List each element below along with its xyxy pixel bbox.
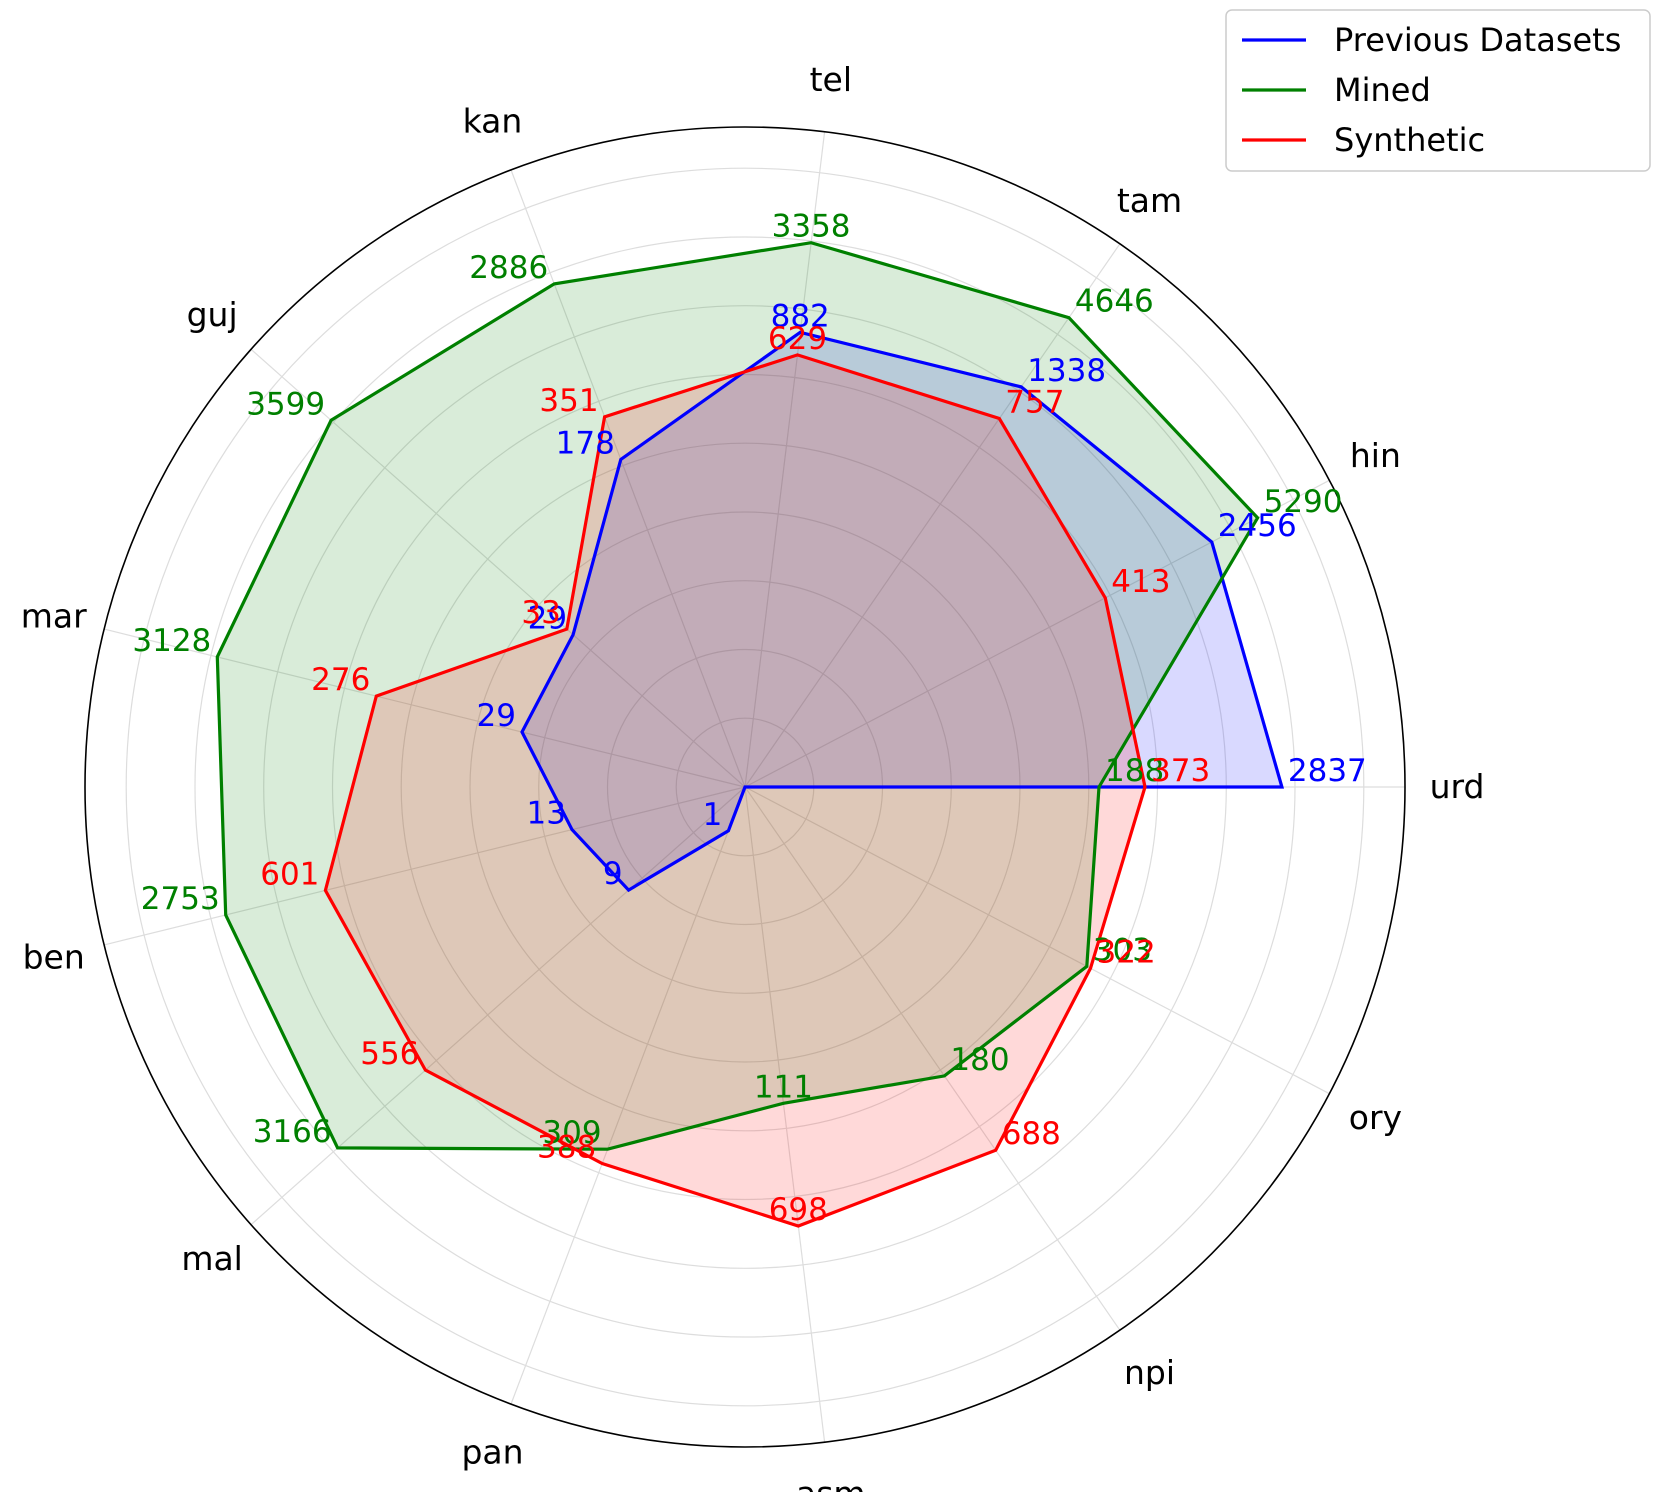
category-label-mal: mal bbox=[181, 1239, 243, 1278]
category-label-asm: asm bbox=[796, 1474, 866, 1492]
value-label: 373 bbox=[1151, 753, 1210, 789]
value-label: 688 bbox=[1002, 1116, 1061, 1152]
category-label-tel: tel bbox=[810, 60, 852, 99]
value-label: 9 bbox=[603, 856, 623, 892]
value-label: 757 bbox=[1005, 385, 1064, 421]
series-lines bbox=[215, 241, 1285, 1228]
value-label: 556 bbox=[360, 1036, 419, 1072]
grid-spoke bbox=[104, 628, 746, 788]
value-label: 351 bbox=[539, 383, 598, 419]
outer-circle bbox=[84, 126, 1406, 1448]
category-label-guj: guj bbox=[187, 295, 238, 334]
grid-spoke bbox=[744, 786, 1121, 1331]
series-fills bbox=[217, 242, 1282, 1226]
value-label: 698 bbox=[769, 1192, 828, 1228]
value-label: 1 bbox=[703, 797, 723, 833]
grid-spoke bbox=[104, 786, 746, 946]
value-label: 413 bbox=[1111, 564, 1170, 600]
value-label: 188 bbox=[1105, 753, 1164, 789]
value-label: 388 bbox=[537, 1130, 596, 1166]
grid-spoke bbox=[250, 786, 746, 1226]
value-label: 4646 bbox=[1075, 284, 1154, 320]
value-label: 3599 bbox=[246, 386, 325, 422]
grid-spoke bbox=[510, 169, 746, 788]
value-label: 111 bbox=[754, 1069, 813, 1105]
value-label: 3128 bbox=[132, 623, 211, 659]
value-labels: 2837245613388821782929139118852904646335… bbox=[132, 209, 1366, 1228]
category-label-hin: hin bbox=[1350, 436, 1401, 475]
series-line-1 bbox=[215, 241, 1260, 1151]
value-label: 309 bbox=[542, 1115, 601, 1151]
value-label: 29 bbox=[477, 698, 516, 734]
category-label-ory: ory bbox=[1349, 1098, 1402, 1137]
value-label: 3166 bbox=[253, 1114, 332, 1150]
legend-label: Previous Datasets bbox=[1334, 21, 1621, 59]
value-label: 303 bbox=[1093, 932, 1152, 968]
value-label: 1338 bbox=[1027, 353, 1106, 389]
category-label-urd: urd bbox=[1430, 767, 1485, 806]
series-line-0 bbox=[520, 330, 1285, 893]
series-line-2 bbox=[323, 353, 1147, 1228]
value-label: 180 bbox=[950, 1042, 1009, 1078]
legend-box bbox=[1225, 9, 1651, 172]
value-label: 29 bbox=[528, 601, 567, 637]
category-label-tam: tam bbox=[1117, 181, 1182, 220]
value-label: 2886 bbox=[469, 250, 548, 286]
value-label: 3358 bbox=[772, 209, 851, 245]
grid-spoke bbox=[744, 131, 826, 788]
value-label: 882 bbox=[771, 298, 830, 334]
value-label: 322 bbox=[1097, 934, 1156, 970]
value-label: 178 bbox=[556, 426, 615, 462]
legend: Previous Datasets Mined Synthetic bbox=[1225, 9, 1651, 172]
grid-spoke bbox=[250, 348, 746, 788]
value-label: 601 bbox=[260, 856, 319, 892]
value-label: 2753 bbox=[141, 881, 220, 917]
series-fill-0 bbox=[522, 332, 1282, 891]
grid-spoke bbox=[510, 786, 746, 1405]
legend-label: Mined bbox=[1334, 71, 1431, 109]
series-fill-1 bbox=[217, 242, 1258, 1150]
outer-ring bbox=[84, 126, 1406, 1448]
grid-spoke bbox=[744, 243, 1121, 788]
grid-spoke bbox=[744, 479, 1330, 788]
value-label: 2837 bbox=[1288, 753, 1367, 789]
value-label: 276 bbox=[311, 662, 370, 698]
grid-spoke bbox=[744, 786, 1330, 1095]
category-label-kan: kan bbox=[463, 101, 523, 140]
grid-spoke bbox=[744, 786, 826, 1443]
value-label: 5290 bbox=[1264, 484, 1343, 520]
category-label-mar: mar bbox=[21, 597, 87, 636]
value-label: 13 bbox=[527, 796, 566, 832]
value-label: 33 bbox=[521, 595, 560, 631]
category-label-pan: pan bbox=[461, 1433, 523, 1472]
value-label: 2456 bbox=[1218, 508, 1297, 544]
category-label-ben: ben bbox=[23, 937, 85, 976]
category-label-npi: npi bbox=[1124, 1353, 1175, 1392]
legend-label: Synthetic bbox=[1334, 121, 1485, 159]
category-labels: urd hin tam tel kan guj mar ben mal pan asm npi ory bbox=[21, 60, 1485, 1492]
series-fill-2 bbox=[325, 354, 1145, 1226]
value-label: 629 bbox=[768, 321, 827, 357]
